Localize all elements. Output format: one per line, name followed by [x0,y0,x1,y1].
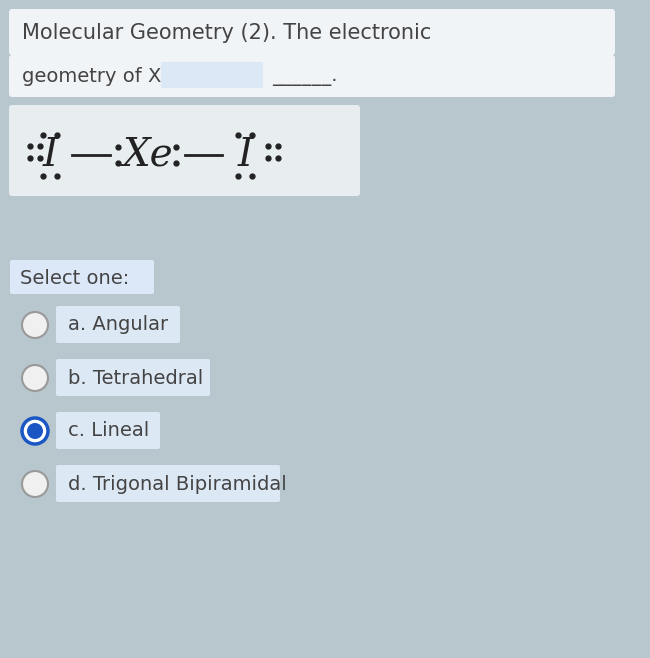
Circle shape [22,312,48,338]
Circle shape [22,365,48,391]
FancyBboxPatch shape [161,62,263,88]
Text: d. Trigonal Bipiramidal: d. Trigonal Bipiramidal [68,474,287,494]
FancyBboxPatch shape [56,359,210,396]
Circle shape [22,418,48,444]
Text: Select one:: Select one: [20,268,129,288]
Circle shape [22,471,48,497]
FancyBboxPatch shape [9,105,360,196]
FancyBboxPatch shape [10,260,154,294]
FancyBboxPatch shape [9,55,615,97]
FancyBboxPatch shape [9,9,615,55]
FancyBboxPatch shape [56,306,180,343]
FancyBboxPatch shape [56,465,280,502]
Text: I: I [237,136,253,174]
Text: ______.: ______. [272,68,337,86]
Text: geometry of XeI2 is: geometry of XeI2 is [22,68,213,86]
FancyBboxPatch shape [56,412,160,449]
Text: a. Angular: a. Angular [68,315,168,334]
Text: I: I [42,136,58,174]
Text: c. Lineal: c. Lineal [68,422,150,440]
Text: Xe: Xe [123,136,174,174]
Text: b. Tetrahedral: b. Tetrahedral [68,368,203,388]
Circle shape [27,423,43,439]
Text: Molecular Geometry (2). The electronic: Molecular Geometry (2). The electronic [22,23,432,43]
